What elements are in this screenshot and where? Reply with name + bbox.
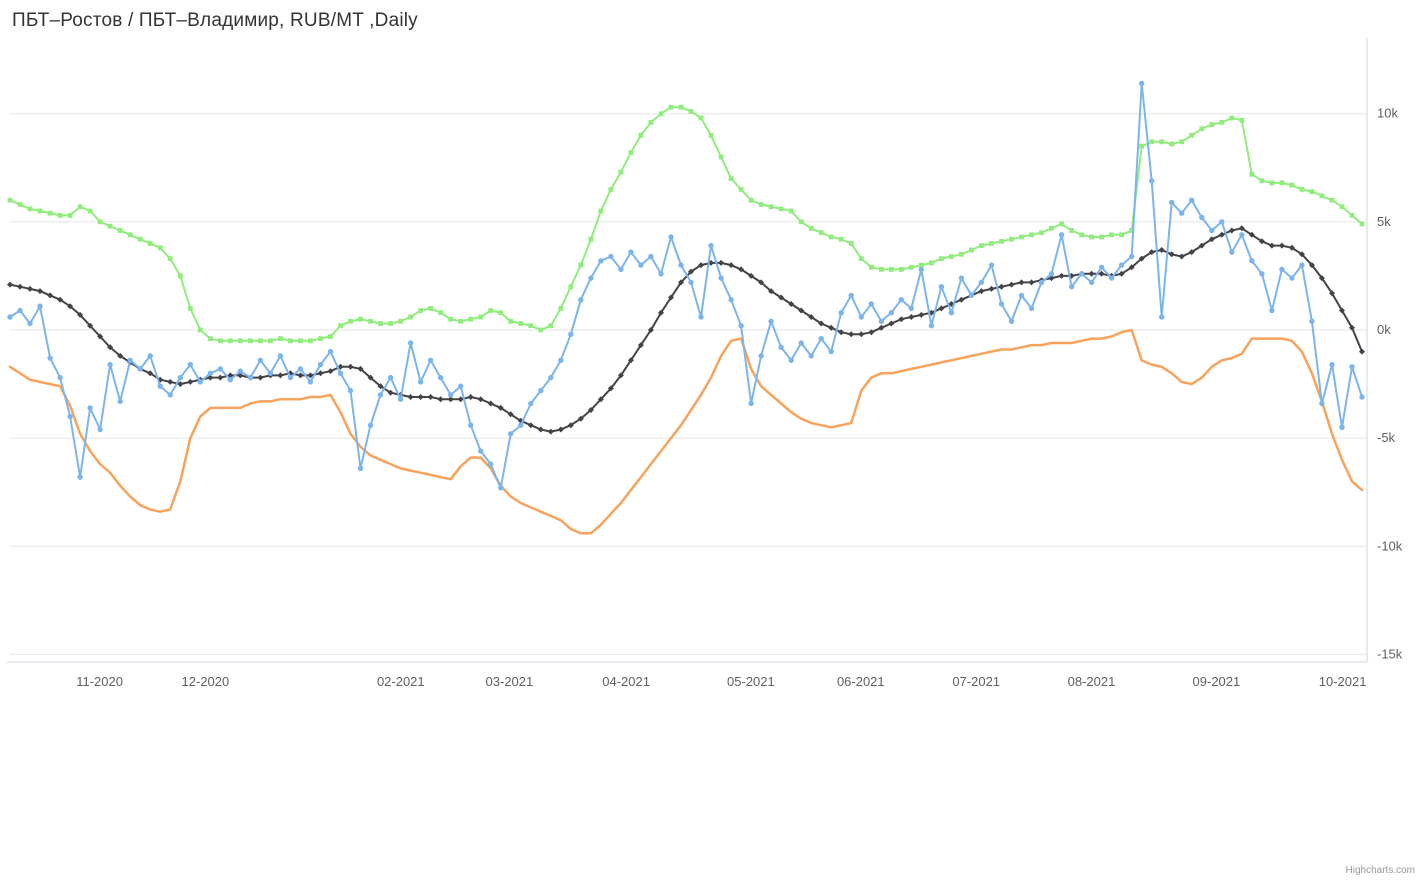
y-axis-labels: 10k 5k 0k -5k -10k -15k	[1377, 106, 1403, 662]
x-axis-labels: 11-2020 12-2020 02-2021 03-2021 04-2021 05-20…	[76, 674, 1366, 689]
svg-text:-5k: -5k	[1377, 430, 1396, 445]
svg-text:07-2021: 07-2021	[952, 674, 1000, 689]
svg-text:06-2021: 06-2021	[837, 674, 885, 689]
axis-lines	[7, 38, 1368, 663]
svg-text:08-2021: 08-2021	[1068, 674, 1116, 689]
svg-text:-15k: -15k	[1377, 646, 1403, 661]
svg-text:04-2021: 04-2021	[602, 674, 650, 689]
series-green-band[interactable]	[7, 104, 1365, 344]
svg-text:03-2021: 03-2021	[486, 674, 534, 689]
svg-text:02-2021: 02-2021	[377, 674, 425, 689]
svg-text:-10k: -10k	[1377, 538, 1403, 553]
svg-text:05-2021: 05-2021	[727, 674, 775, 689]
svg-text:12-2020: 12-2020	[182, 674, 230, 689]
series-blue-daily[interactable]	[7, 80, 1365, 491]
svg-text:10-2021: 10-2021	[1319, 674, 1367, 689]
svg-text:11-2020: 11-2020	[76, 674, 123, 689]
gridlines	[10, 113, 1367, 655]
svg-text:0k: 0k	[1377, 322, 1391, 337]
highcharts-credits-link[interactable]: Highcharts.com	[1345, 865, 1415, 876]
svg-text:10k: 10k	[1377, 106, 1398, 121]
svg-text:09-2021: 09-2021	[1193, 674, 1241, 689]
series-orange-band[interactable]	[8, 328, 1364, 535]
chart-title: ПБТ–Ростов / ПБТ–Владимир, RUB/MT ,Daily	[12, 10, 418, 31]
svg-text:5k: 5k	[1377, 214, 1391, 229]
